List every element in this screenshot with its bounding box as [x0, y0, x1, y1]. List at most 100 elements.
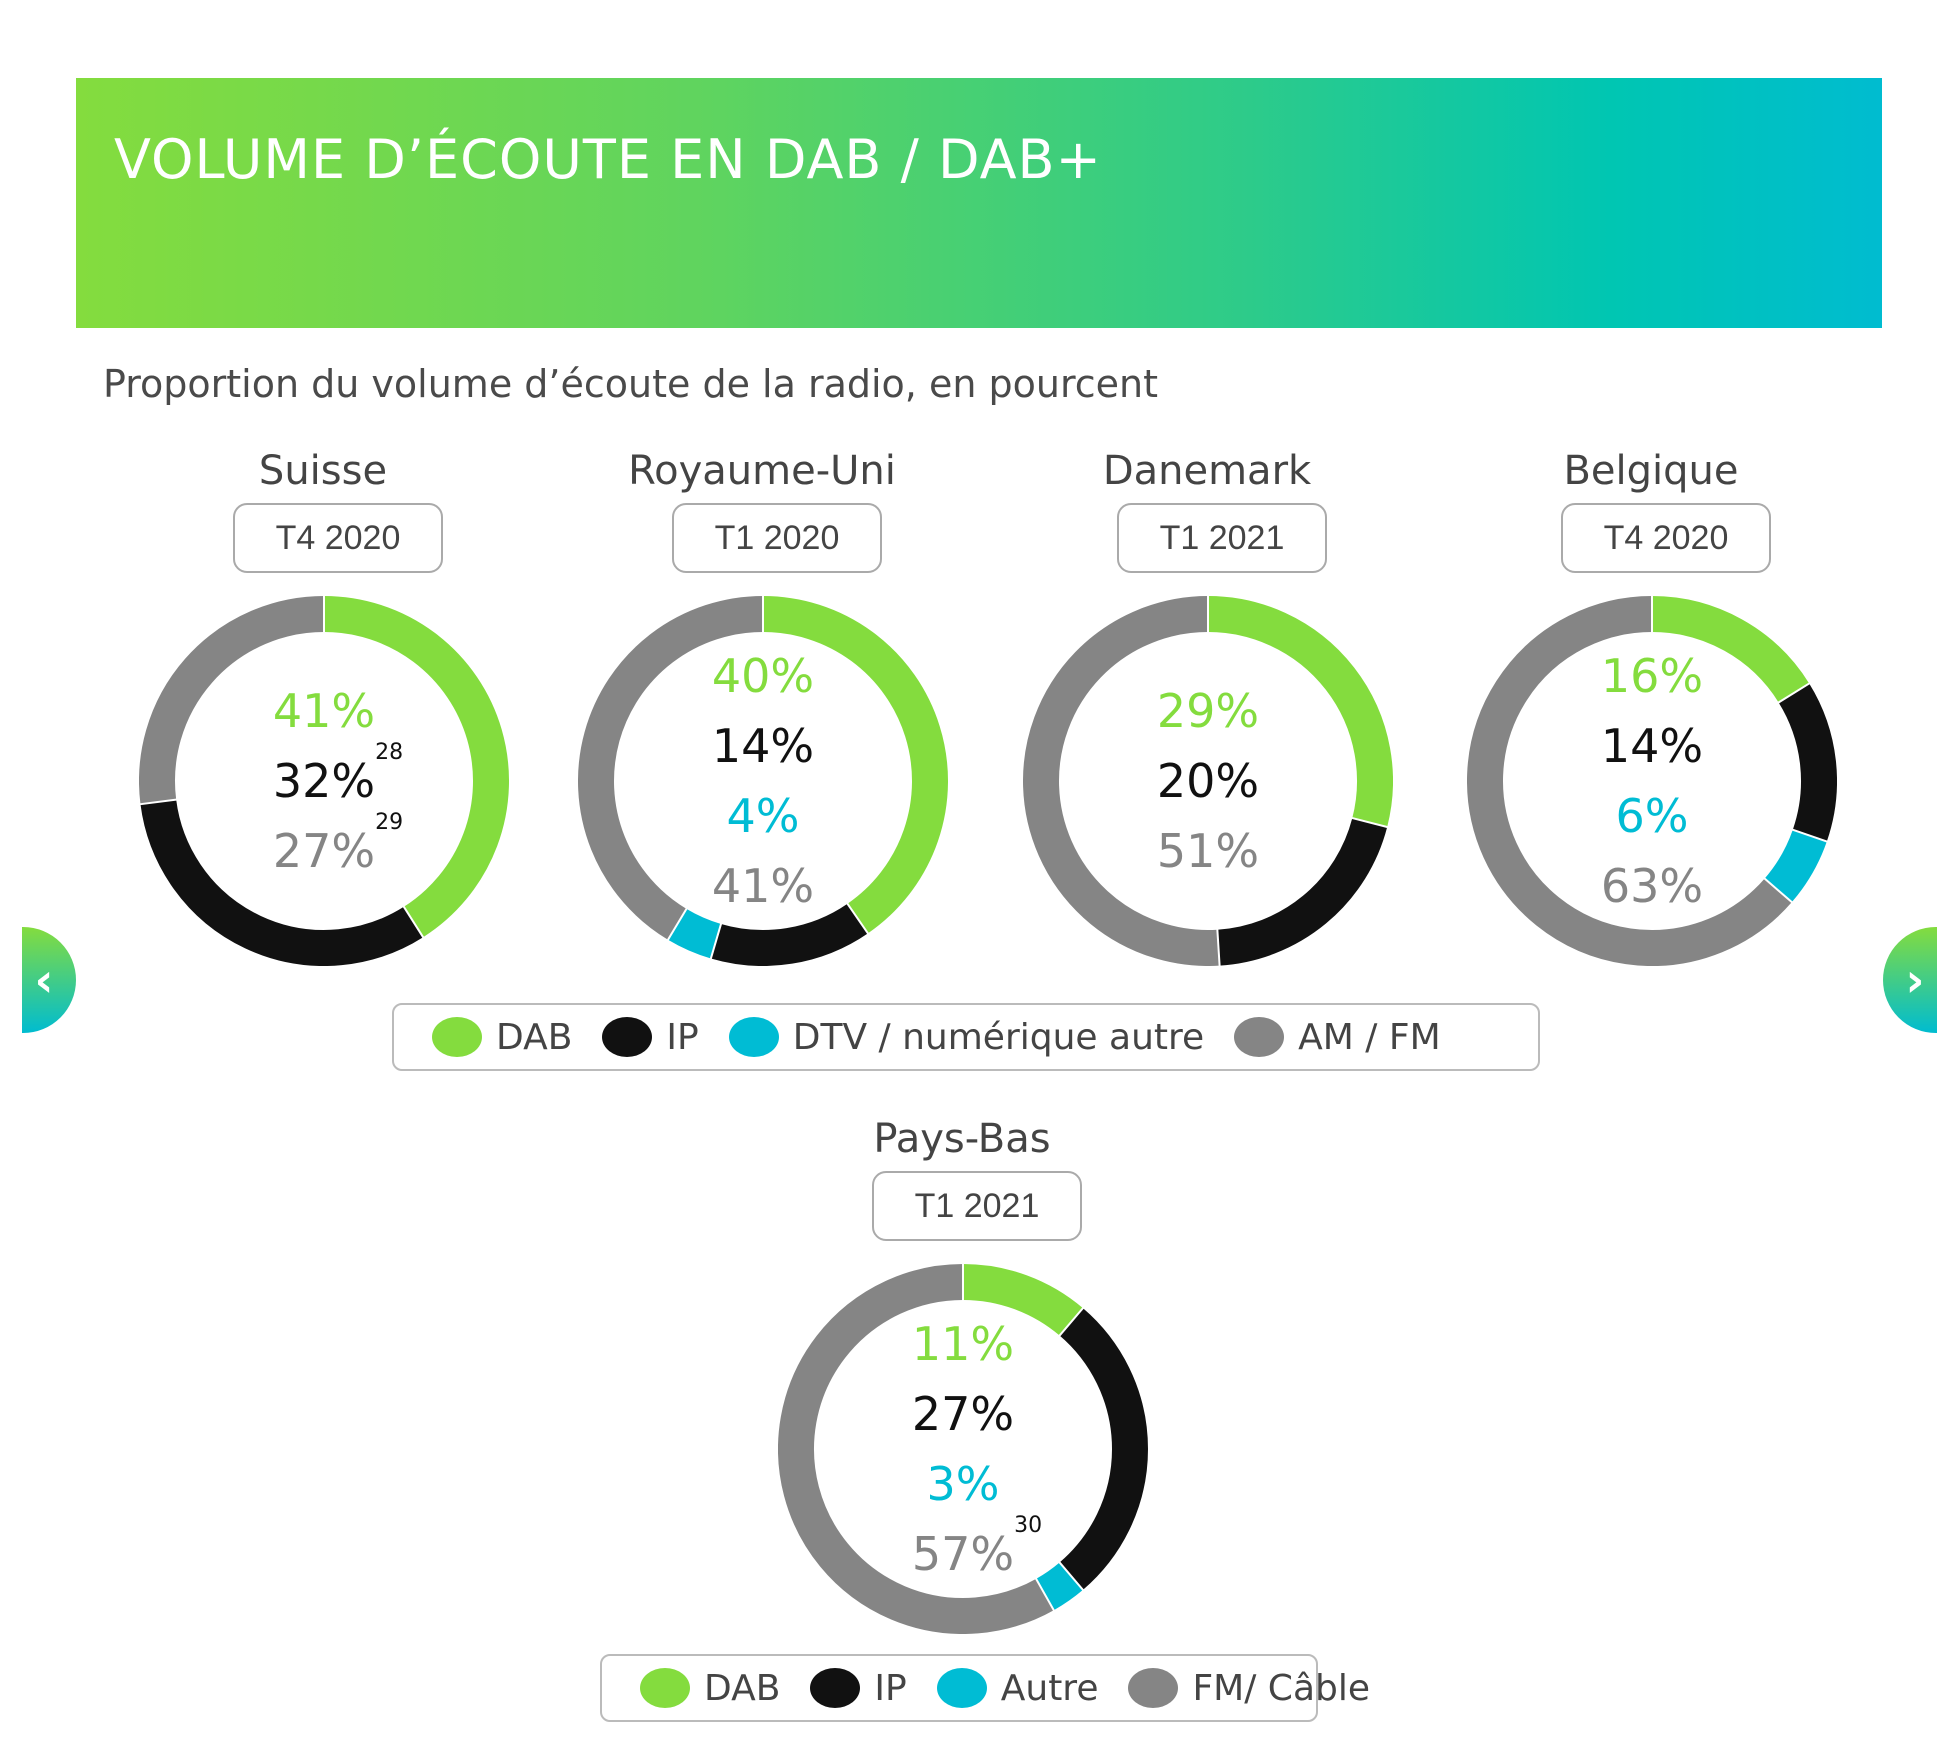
- next-button[interactable]: ›: [1883, 927, 1937, 1033]
- legend-item-dab: DAB: [640, 1668, 780, 1709]
- legend-swatch: [728, 1017, 779, 1057]
- donut-slice-dab: [762, 596, 948, 934]
- chevron-left-icon: ‹: [34, 953, 54, 1007]
- data-label-value: 32%: [272, 754, 376, 808]
- donut-labels: 16% 14% 6% 63%: [1467, 596, 1837, 966]
- data-label-dab: 41%: [273, 676, 375, 746]
- country-chart-belgique: Belgique T4 2020 16% 14% 6% 63%: [1441, 448, 1861, 1008]
- donut-slice-dab: [323, 596, 509, 938]
- donut-slice-am-fm: [1467, 596, 1792, 966]
- slice-separator: [846, 902, 870, 935]
- slice-separator: [1058, 1561, 1085, 1592]
- legend-swatch: [602, 1017, 653, 1057]
- donut-labels: 41% 32% 28 27% 29: [139, 596, 509, 966]
- country-chart-royaume-uni: Royaume-Uni T1 2020 40% 14% 4% 41%: [552, 448, 972, 1008]
- legend-label: IP: [874, 1667, 907, 1709]
- slice-separator: [1058, 1306, 1085, 1337]
- slice-separator: [709, 922, 723, 960]
- period-badge: T4 2020: [233, 503, 443, 573]
- data-label-ip: 32% 28: [272, 742, 403, 816]
- data-label-value: 20%: [1156, 754, 1260, 808]
- legend-swatch: [1128, 1668, 1179, 1708]
- donut-slice-am-fm: [578, 596, 764, 940]
- donut-slice-dab: [962, 1264, 1083, 1336]
- country-chart-danemark: Danemark T1 2021 29% 20% 51%: [997, 448, 1417, 1008]
- legend-item-autre: Autre: [936, 1667, 1099, 1709]
- donut-chart: [778, 1264, 1148, 1634]
- previous-button[interactable]: ‹: [22, 927, 76, 1033]
- legend-item-fm-cable: FM/ Câble: [1128, 1668, 1370, 1709]
- header-banner: VOLUME D’ÉCOUTE EN DAB / DAB+: [76, 78, 1882, 328]
- data-label-am-fm: 63%: [1601, 851, 1703, 921]
- data-label-value: 14%: [1600, 719, 1704, 773]
- legend-label: IP: [666, 1016, 699, 1058]
- data-label-value: 3%: [926, 1457, 1000, 1511]
- donut-slice-dab: [1207, 596, 1393, 827]
- legend-label: DAB: [496, 1016, 573, 1058]
- donut-slice-ip: [1216, 817, 1388, 966]
- period-badge: T1 2021: [872, 1171, 1082, 1241]
- data-label-value: 14%: [711, 719, 815, 773]
- country-name: Royaume-Uni: [628, 448, 896, 494]
- donut-labels: 11% 27% 3% 57% 30: [778, 1264, 1148, 1634]
- legend-item-ip: IP: [810, 1667, 907, 1709]
- data-label-dab: 11%: [912, 1309, 1014, 1379]
- data-label-autre: 3%: [927, 1449, 1000, 1519]
- legend-item-am-fm: AM / FM: [1234, 1017, 1441, 1058]
- slice-separator: [1216, 928, 1221, 966]
- data-label-value: 11%: [911, 1317, 1015, 1371]
- period-badge: T1 2021: [1117, 503, 1327, 573]
- slice-separator: [402, 905, 425, 939]
- country-name: Suisse: [258, 448, 388, 494]
- donut-chart: [1467, 596, 1837, 966]
- legend-item-dtv-numerique-autre: DTV / numérique autre: [728, 1016, 1205, 1058]
- data-label-value: 4%: [726, 789, 800, 843]
- data-label-value: 41%: [272, 684, 376, 738]
- legend-label: Autre: [1000, 1667, 1099, 1709]
- legend-swatch: [1234, 1017, 1285, 1057]
- data-label-ip: 27%: [912, 1379, 1014, 1449]
- legend-bottom: DAB IP Autre FM/ Câble: [600, 1654, 1370, 1722]
- footnote-ref: 29: [375, 810, 404, 835]
- donut-slice-ip: [1778, 683, 1837, 842]
- country-name: Danemark: [1102, 448, 1312, 494]
- data-label-dab: 29%: [1157, 676, 1259, 746]
- donut-labels: 29% 20% 51%: [1023, 596, 1393, 966]
- donut-slice-am-fm: [139, 596, 325, 805]
- period-badge: T1 2020: [672, 503, 882, 573]
- data-label-ip: 14%: [1601, 711, 1703, 781]
- data-label-am-fm: 27% 29: [273, 812, 403, 886]
- data-label-value: 51%: [1156, 824, 1260, 878]
- donut-chart: [139, 596, 509, 966]
- donut-slice-dtv-numerique-autre: [1764, 829, 1827, 903]
- donut-chart: [1023, 596, 1393, 966]
- data-label-am-fm: 51%: [1157, 816, 1259, 886]
- donut-slice-ip: [1059, 1308, 1148, 1590]
- donut-slice-ip: [710, 903, 868, 966]
- data-label-value: 63%: [1600, 859, 1704, 913]
- donut-slice-am-fm: [1023, 596, 1220, 966]
- data-label-dab: 40%: [712, 641, 814, 711]
- data-label-value: 41%: [711, 859, 815, 913]
- data-label-value: 27%: [911, 1387, 1015, 1441]
- slice-separator: [1777, 682, 1811, 704]
- country-chart-suisse: Suisse T4 2020 41% 32% 28 27% 29: [113, 448, 533, 1008]
- country-name: Belgique: [1563, 448, 1739, 494]
- data-label-value: 40%: [711, 649, 815, 703]
- slice-separator: [139, 798, 178, 806]
- chevron-right-icon: ›: [1905, 953, 1925, 1007]
- data-label-dtv-numerique-autre: 6%: [1616, 781, 1689, 851]
- legend-label: DTV / numérique autre: [792, 1016, 1205, 1058]
- legend-swatch: [810, 1668, 861, 1708]
- data-label-am-fm: 41%: [712, 851, 814, 921]
- legend-label: FM/ Câble: [1192, 1667, 1371, 1709]
- donut-slice-ip: [140, 799, 424, 966]
- data-label-value: 16%: [1600, 649, 1704, 703]
- data-label-value: 57%: [911, 1527, 1015, 1581]
- donut-slice-fm-cable: [778, 1264, 1054, 1634]
- slice-separator: [666, 907, 688, 942]
- data-label-dab: 16%: [1601, 641, 1703, 711]
- slice-separator: [1034, 1577, 1056, 1612]
- data-label-dtv-numerique-autre: 4%: [727, 781, 800, 851]
- legend-swatch: [936, 1668, 987, 1708]
